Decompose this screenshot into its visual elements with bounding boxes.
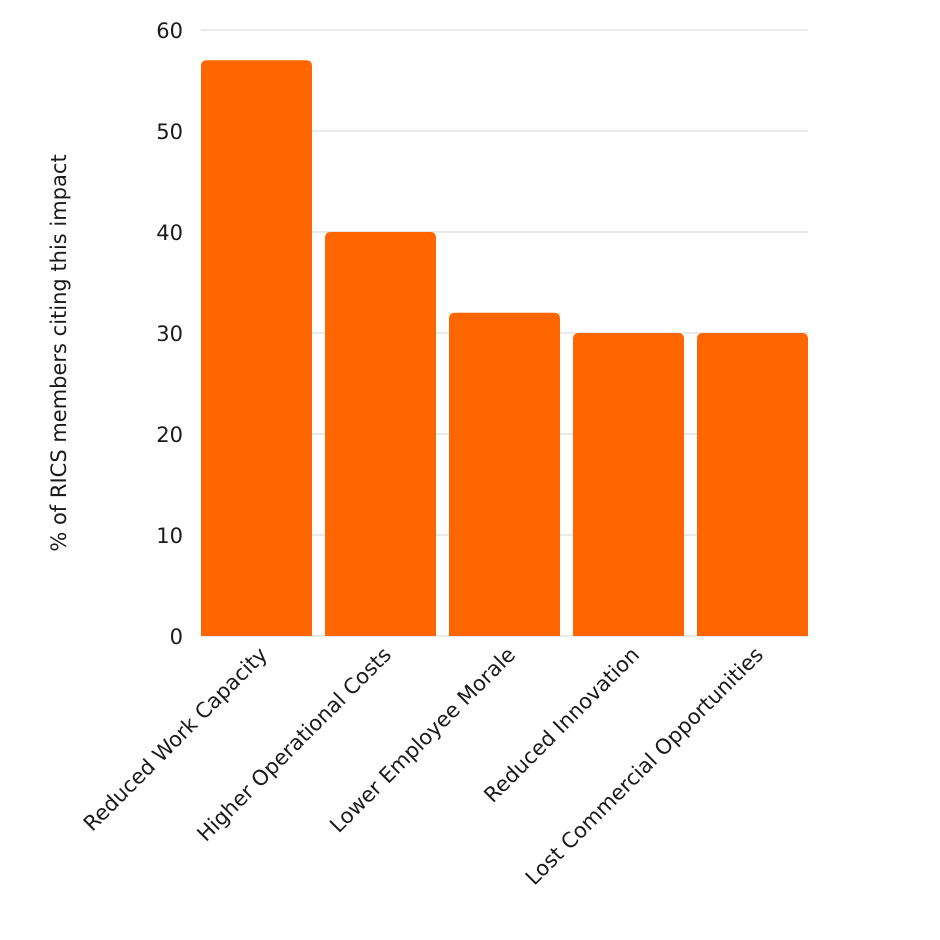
bar-2 — [325, 232, 436, 636]
y-tick-label: 40 — [156, 221, 183, 245]
bar-1 — [201, 60, 312, 637]
bars — [201, 60, 808, 637]
y-tick-label: 60 — [156, 19, 183, 43]
y-axis-title: % of RICS members citing this impact — [47, 154, 71, 551]
bar-5 — [697, 333, 808, 636]
y-tick-label: 0 — [170, 625, 183, 649]
y-tick-label: 30 — [156, 322, 183, 346]
y-tick-label: 50 — [156, 120, 183, 144]
y-tick-labels: 0 10 20 30 40 50 60 — [156, 19, 183, 649]
y-tick-label: 10 — [156, 524, 183, 548]
x-tick-label: Lost Commercial Opportunities — [521, 643, 768, 890]
bar-3 — [449, 312, 560, 636]
y-tick-label: 20 — [156, 423, 183, 447]
bar-4 — [573, 333, 684, 636]
x-tick-label: Higher Operational Costs — [192, 643, 396, 847]
